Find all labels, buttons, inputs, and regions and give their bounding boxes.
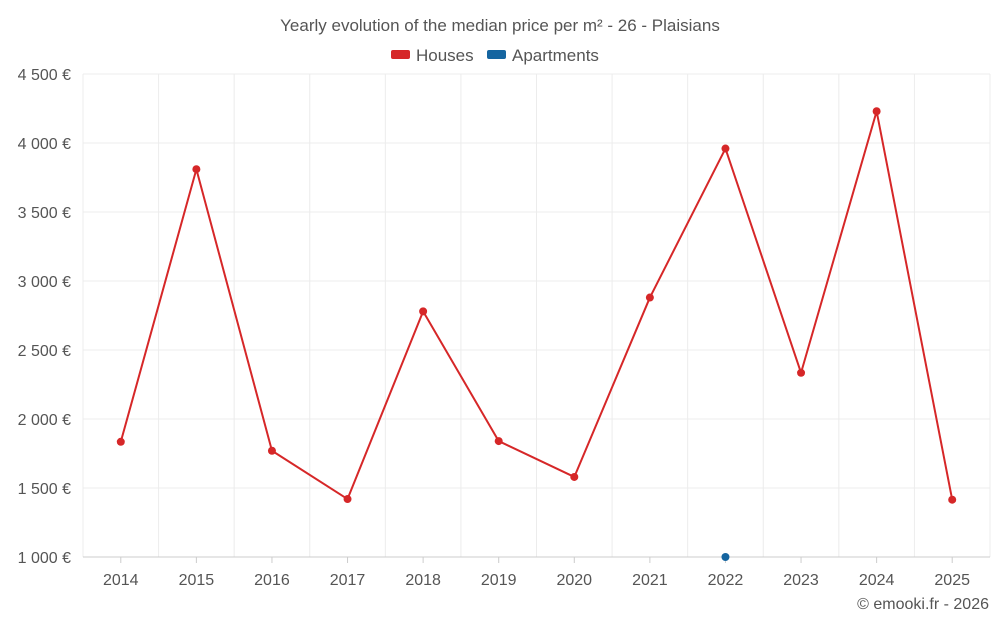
legend-label-apartments: Apartments — [512, 46, 599, 65]
x-tick-label: 2021 — [632, 572, 668, 589]
x-tick-label: 2014 — [103, 572, 139, 589]
y-tick-label: 3 000 € — [18, 274, 71, 291]
data-point-houses[interactable] — [721, 144, 730, 153]
legend: Houses Apartments — [391, 46, 599, 65]
data-point-houses[interactable] — [872, 107, 881, 116]
y-tick-label: 2 000 € — [18, 412, 71, 429]
x-tick-label: 2022 — [708, 572, 744, 589]
x-tick-label: 2017 — [330, 572, 366, 589]
x-tick-label: 2025 — [934, 572, 970, 589]
data-point-houses[interactable] — [494, 437, 503, 446]
data-point-houses[interactable] — [192, 165, 201, 174]
data-point-houses[interactable] — [116, 437, 125, 446]
x-tick-label: 2024 — [859, 572, 895, 589]
y-tick-label: 4 000 € — [18, 136, 71, 153]
legend-swatch-apartments — [487, 50, 506, 59]
data-point-houses[interactable] — [343, 495, 352, 504]
legend-label-houses: Houses — [416, 46, 474, 65]
grid — [82, 73, 991, 558]
data-point-houses[interactable] — [948, 495, 957, 504]
legend-swatch-houses — [391, 50, 410, 59]
x-tick-label: 2019 — [481, 572, 517, 589]
x-tick-label: 2015 — [179, 572, 215, 589]
data-point-houses[interactable] — [570, 472, 579, 481]
data-point-houses[interactable] — [797, 368, 806, 377]
y-axis: 1 000 € 1 500 € 2 000 € 2 500 € 3 000 € 3 500… — [18, 67, 71, 567]
legend-item-houses[interactable]: Houses — [391, 46, 474, 65]
data-point-houses[interactable] — [645, 293, 654, 302]
y-tick-label: 4 500 € — [18, 67, 71, 84]
x-tick-label: 2016 — [254, 572, 290, 589]
y-tick-label: 3 500 € — [18, 205, 71, 222]
series-layer — [116, 107, 957, 561]
x-tick-label: 2018 — [405, 572, 441, 589]
x-tick-label: 2023 — [783, 572, 819, 589]
chart-title: Yearly evolution of the median price per… — [280, 16, 720, 35]
x-axis: 2014 2015 2016 2017 2018 2019 2020 2021 2022 2023… — [83, 556, 990, 589]
legend-item-apartments[interactable]: Apartments — [487, 46, 599, 65]
series-line-houses — [119, 110, 954, 501]
data-point-houses[interactable] — [267, 446, 276, 455]
credit: © emooki.fr - 2026 — [857, 596, 989, 613]
data-point-houses[interactable] — [419, 307, 428, 316]
y-tick-label: 1 000 € — [18, 550, 71, 567]
x-tick-label: 2020 — [556, 572, 592, 589]
data-point-apartments[interactable] — [721, 553, 730, 561]
y-tick-label: 1 500 € — [18, 481, 71, 498]
y-tick-label: 2 500 € — [18, 343, 71, 360]
